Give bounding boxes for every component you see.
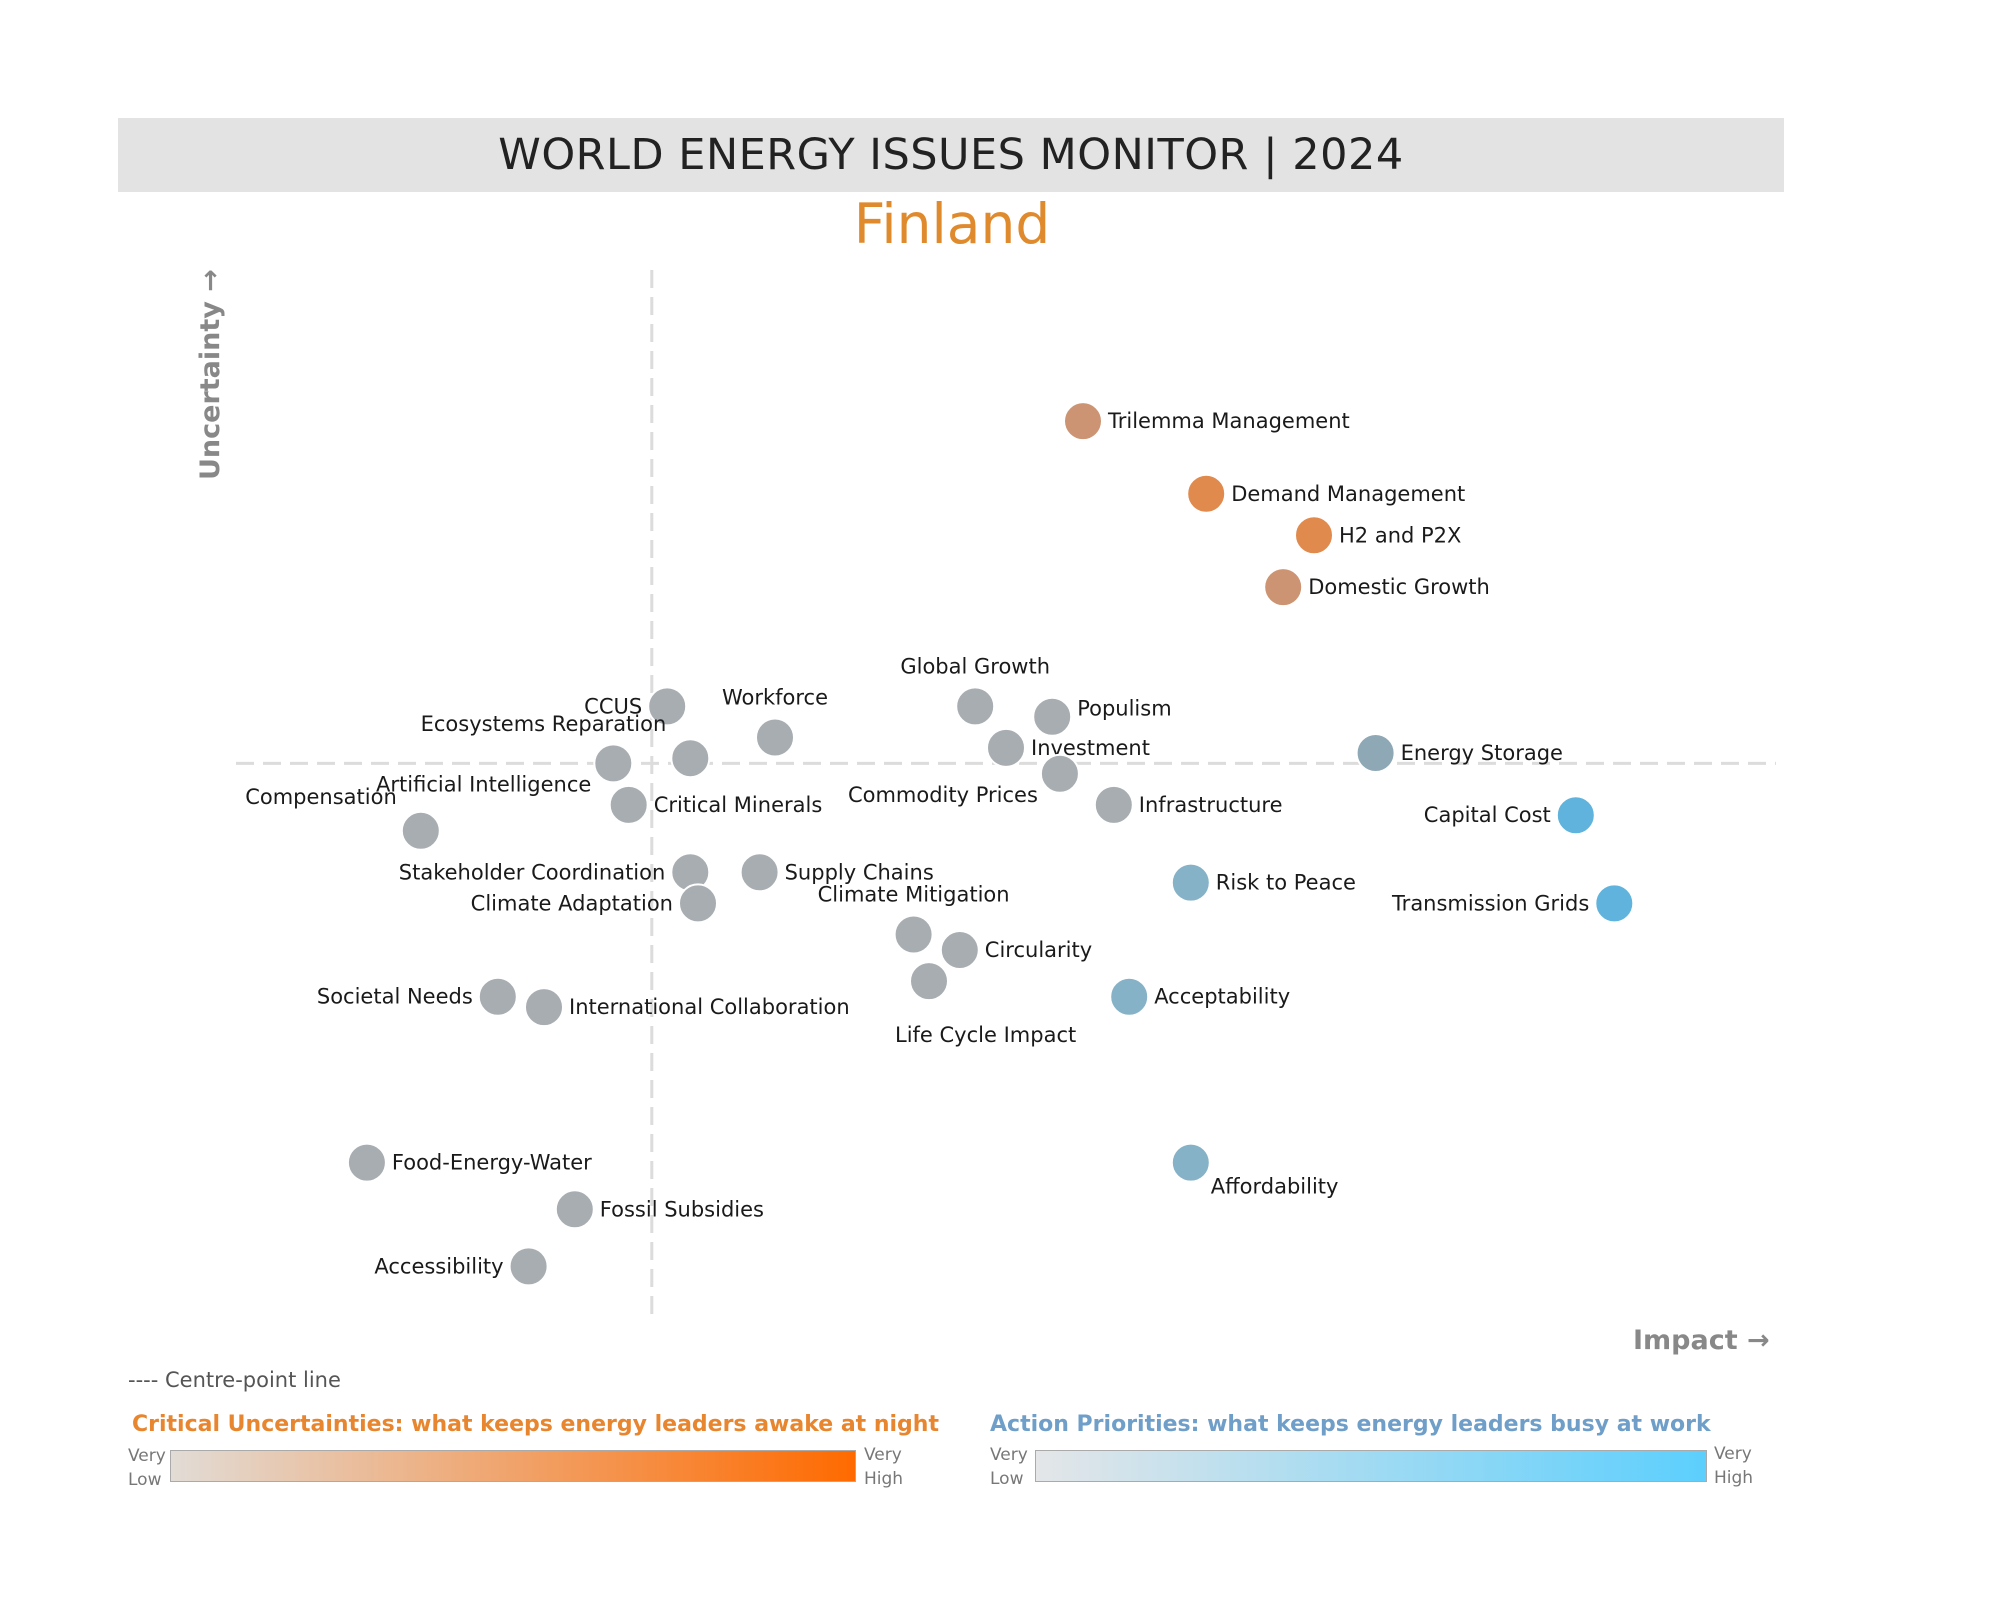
point-accessibility[interactable] [508, 1246, 549, 1287]
action-priorities-title: Action Priorities: what keeps energy lea… [990, 1412, 1711, 1437]
label-infrastructure: Infrastructure [1139, 793, 1283, 817]
point-domestic-growth[interactable] [1263, 567, 1304, 608]
label-energy-storage: Energy Storage [1401, 741, 1563, 765]
crit-high-word: High [864, 1469, 904, 1489]
act-low-word: Low [990, 1469, 1024, 1489]
label-climate-mitigation: Climate Mitigation [818, 882, 1010, 906]
point-commodity-prices[interactable] [1039, 753, 1080, 794]
point-acceptability[interactable] [1109, 976, 1150, 1017]
impact-axis-title: Impact → [1633, 1325, 1770, 1356]
point-risk-to-peace[interactable] [1170, 862, 1211, 903]
act-high-very: Very [1714, 1444, 1752, 1464]
point-life-cycle-impact[interactable] [909, 961, 949, 1002]
label-investment: Investment [1031, 736, 1150, 760]
label-global-growth: Global Growth [900, 654, 1050, 678]
point-climate-adaptation[interactable] [678, 883, 718, 924]
point-artificial-intelligence[interactable] [593, 743, 634, 784]
centre-point-legend: ---- Centre-point line [128, 1368, 341, 1392]
chart-title: WORLD ENERGY ISSUES MONITOR | 2024 [498, 130, 1404, 180]
label-capital-cost: Capital Cost [1424, 803, 1551, 827]
point-circularity[interactable] [939, 930, 980, 971]
label-trilemma-management: Trilemma Management [1107, 409, 1350, 433]
title-banner: WORLD ENERGY ISSUES MONITOR | 2024 [118, 118, 1784, 192]
critical-uncertainties-title: Critical Uncertainties: what keeps energ… [132, 1412, 939, 1437]
label-circularity: Circularity [985, 938, 1092, 962]
crit-scale-low: Very Low [128, 1444, 166, 1492]
act-low-very: Very [990, 1445, 1028, 1465]
label-artificial-intelligence: Artificial Intelligence [376, 772, 591, 796]
label-societal-needs: Societal Needs [317, 985, 473, 1009]
label-transmission-grids: Transmission Grids [1391, 891, 1589, 915]
label-fossil-subsidies: Fossil Subsidies [600, 1197, 764, 1221]
label-demand-management: Demand Management [1231, 482, 1465, 506]
label-supply-chains: Supply Chains [785, 860, 934, 884]
uncertainty-axis-title: Uncertainty → [195, 269, 226, 480]
label-h2-and-p2x: H2 and P2X [1339, 523, 1461, 547]
point-workforce[interactable] [755, 717, 795, 758]
critical-gradient-bar [170, 1450, 856, 1482]
point-food-energy-water[interactable] [346, 1142, 387, 1183]
crit-low-very: Very [128, 1446, 166, 1466]
label-critical-minerals: Critical Minerals [654, 793, 823, 817]
label-accessibility: Accessibility [374, 1254, 503, 1278]
crit-low-word: Low [128, 1470, 162, 1490]
label-ecosystems-reparation: Ecosystems Reparation [421, 712, 667, 736]
points-layer: Trilemma Management Demand Management H2 a… [245, 401, 1635, 1287]
point-populism[interactable] [1032, 696, 1073, 737]
point-infrastructure[interactable] [1093, 784, 1134, 825]
point-ccus[interactable] [647, 686, 688, 727]
point-investment[interactable] [986, 727, 1026, 768]
label-risk-to-peace: Risk to Peace [1216, 871, 1356, 895]
point-h2-and-p2x[interactable] [1294, 515, 1334, 556]
label-international-collaboration: International Collaboration [569, 995, 850, 1019]
action-gradient-bar [1035, 1450, 1707, 1482]
point-supply-chains[interactable] [739, 852, 780, 893]
point-global-growth[interactable] [955, 686, 996, 727]
label-affordability: Affordability [1211, 1175, 1339, 1199]
point-demand-management[interactable] [1186, 473, 1227, 514]
label-compensation: Compensation [245, 785, 397, 809]
label-populism: Populism [1077, 697, 1171, 721]
point-trilemma-management[interactable] [1063, 401, 1103, 442]
point-critical-minerals[interactable] [608, 784, 649, 825]
label-domestic-growth: Domestic Growth [1308, 575, 1490, 599]
label-ccus: CCUS [584, 694, 642, 718]
point-societal-needs[interactable] [477, 976, 518, 1017]
country-subtitle: Finland [853, 192, 1051, 256]
point-energy-storage[interactable] [1355, 733, 1396, 774]
crit-high-very: Very [864, 1445, 902, 1465]
point-ecosystems-reparation[interactable] [670, 738, 711, 779]
point-compensation[interactable] [400, 810, 441, 851]
label-stakeholder-coordination: Stakeholder Coordination [399, 860, 666, 884]
point-climate-mitigation[interactable] [893, 914, 934, 955]
point-affordability[interactable] [1170, 1142, 1211, 1183]
point-fossil-subsidies[interactable] [554, 1189, 595, 1230]
act-high-word: High [1714, 1468, 1754, 1488]
label-life-cycle-impact: Life Cycle Impact [895, 1023, 1076, 1047]
label-commodity-prices: Commodity Prices [848, 783, 1038, 807]
label-workforce: Workforce [722, 685, 828, 709]
label-food-energy-water: Food-Energy-Water [392, 1151, 592, 1175]
point-transmission-grids[interactable] [1594, 883, 1635, 924]
label-acceptability: Acceptability [1154, 985, 1290, 1009]
act-scale-low: Very Low [990, 1443, 1028, 1491]
point-international-collaboration[interactable] [524, 987, 564, 1028]
label-climate-adaptation: Climate Adaptation [471, 891, 673, 915]
point-capital-cost[interactable] [1555, 795, 1596, 836]
act-scale-high: Very High [1714, 1442, 1753, 1490]
crit-scale-high: Very High [864, 1443, 903, 1491]
